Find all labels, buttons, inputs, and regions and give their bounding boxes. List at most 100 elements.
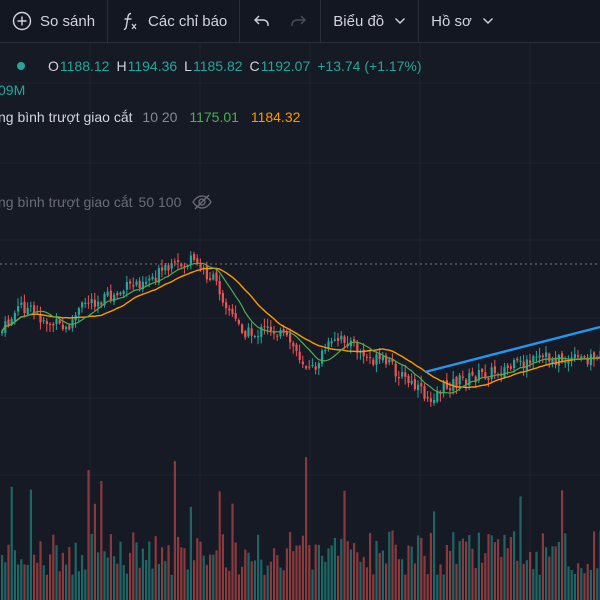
- volume-bar: [513, 531, 516, 600]
- volume-bar: [193, 560, 196, 600]
- volume-bar: [481, 562, 484, 600]
- ma-cross-legend-2[interactable]: ng bình trượt giao cắt 50 100: [0, 193, 213, 211]
- ma-cross-2-params: 50 100: [138, 194, 182, 210]
- candle: [369, 349, 372, 364]
- candle: [362, 343, 365, 364]
- volume-bar: [362, 556, 365, 600]
- volume-bar: [333, 537, 336, 600]
- redo-button[interactable]: [282, 0, 320, 42]
- candle: [151, 273, 154, 281]
- status-dot-icon[interactable]: [10, 55, 32, 77]
- volume-bar: [196, 538, 199, 600]
- volume-bar: [506, 548, 509, 600]
- candle: [247, 323, 250, 339]
- volume-bar: [397, 559, 400, 600]
- candle: [378, 348, 381, 365]
- volume-bar: [314, 544, 317, 600]
- volume-bar: [596, 568, 599, 600]
- candle: [49, 322, 52, 332]
- volume-bar: [250, 561, 253, 600]
- volume-bar: [593, 531, 596, 600]
- volume-bar: [103, 551, 106, 600]
- candle: [433, 393, 436, 406]
- candle: [308, 360, 311, 370]
- ma-fast-line: [1, 262, 600, 394]
- profile-dropdown[interactable]: Hồ sơ: [419, 0, 506, 42]
- candle: [503, 362, 506, 379]
- volume-bar: [285, 548, 288, 600]
- volume-bar: [490, 535, 493, 600]
- volume-bar: [209, 554, 212, 600]
- candle: [257, 329, 260, 345]
- candle: [253, 334, 256, 339]
- chart-type-dropdown[interactable]: Biểu đồ: [321, 0, 418, 42]
- compare-button[interactable]: So sánh: [0, 0, 107, 42]
- volume-bar: [554, 546, 557, 600]
- chart-type-label: Biểu đồ: [333, 12, 385, 30]
- candle: [516, 356, 519, 363]
- indicators-button[interactable]: Các chỉ báo: [108, 0, 239, 42]
- candle: [417, 380, 420, 398]
- volume-bar: [145, 559, 148, 600]
- candle: [468, 368, 471, 391]
- volume-bar: [583, 573, 586, 600]
- volume-bar: [148, 541, 151, 600]
- volume-bar: [154, 536, 157, 600]
- volume-bar: [269, 561, 272, 600]
- candle: [218, 275, 221, 301]
- volume-bar: [353, 543, 356, 600]
- low-value: 1185.82: [192, 58, 243, 74]
- candle: [244, 329, 247, 340]
- volume-bar: [330, 545, 333, 600]
- volume-bar: [276, 555, 279, 600]
- candle: [535, 350, 538, 362]
- candle: [263, 318, 266, 335]
- volume-bar: [394, 544, 397, 600]
- volume-bar: [487, 534, 490, 600]
- volume-bar: [20, 559, 23, 600]
- volume-bar: [337, 555, 340, 600]
- volume-bar: [413, 563, 416, 600]
- candle: [509, 363, 512, 372]
- high-key: H: [116, 58, 127, 74]
- ma-cross-legend-1[interactable]: ng bình trượt giao cắt 10 20 1175.01 118…: [0, 109, 300, 125]
- volume-bar: [205, 564, 208, 600]
- candle: [55, 313, 58, 330]
- candle: [557, 353, 560, 373]
- candle: [74, 312, 77, 328]
- candle: [548, 352, 551, 368]
- volume-bar: [215, 550, 218, 600]
- eye-off-icon[interactable]: [191, 193, 213, 211]
- candle: [29, 301, 32, 312]
- volume-bar: [317, 544, 320, 600]
- volume-bar: [359, 561, 362, 600]
- volume-bar: [106, 557, 109, 600]
- volume-bar: [321, 555, 324, 600]
- candle: [77, 306, 80, 323]
- chart-pane[interactable]: O 1188.12 H 1194.36 L 1185.82 C 1192.07 +13.…: [0, 43, 600, 600]
- candle: [407, 373, 410, 388]
- volume-bar: [135, 542, 138, 600]
- volume-bar: [458, 541, 461, 600]
- candle: [276, 333, 279, 341]
- candle: [324, 343, 327, 355]
- volume-bar: [132, 532, 135, 600]
- undo-button[interactable]: [240, 0, 282, 42]
- volume-bar: [420, 537, 423, 600]
- candle: [410, 373, 413, 386]
- candle: [513, 358, 516, 373]
- undo-icon: [252, 11, 272, 31]
- volume-bar: [369, 533, 372, 600]
- price-chart[interactable]: [0, 43, 600, 600]
- volume-bar: [567, 566, 570, 600]
- volume-bar: [109, 534, 112, 600]
- volume-bar: [388, 531, 391, 600]
- candle: [189, 251, 192, 270]
- volume-bar: [289, 532, 292, 600]
- volume-bar: [346, 541, 349, 600]
- volume-bar: [301, 535, 304, 600]
- candle: [436, 386, 439, 404]
- candle: [81, 301, 84, 313]
- volume-bar: [349, 549, 352, 600]
- candle: [33, 301, 36, 320]
